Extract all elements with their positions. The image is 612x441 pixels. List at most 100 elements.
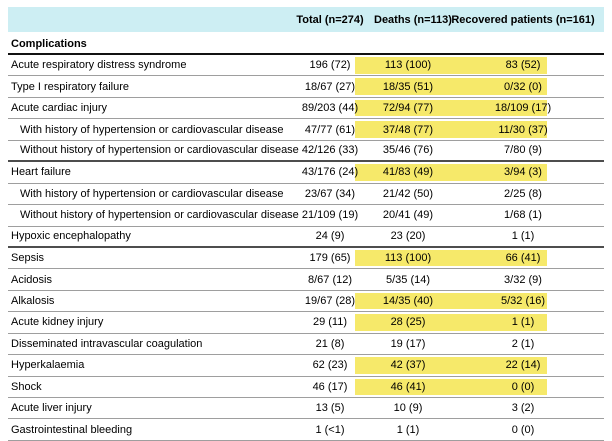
cell-recovered: 3 (2) (511, 402, 535, 415)
table-row: Acute cardiac injury 89/203 (44) 72/94 (… (8, 98, 604, 120)
cell-deaths: 72/94 (77) (382, 102, 434, 115)
cell-total: 179 (65) (309, 252, 351, 265)
cell-deaths: 28 (25) (390, 316, 426, 329)
cell-deaths: 21/42 (50) (382, 187, 434, 200)
row-label: Type I respiratory failure (11, 80, 129, 93)
table-body: Acute respiratory distress syndrome 196 … (8, 55, 604, 441)
row-label: Without history of hypertension or cardi… (20, 144, 299, 157)
table-row: Acute liver injury 13 (5) 10 (9) 3 (2) (8, 398, 604, 420)
row-label: Hyperkalaemia (11, 359, 85, 372)
cell-recovered: 1/68 (1) (504, 209, 542, 222)
cell-total: 23/67 (34) (304, 187, 356, 200)
highlight-band (355, 57, 547, 74)
cell-deaths: 5/35 (14) (385, 273, 431, 286)
highlight-band (355, 121, 547, 138)
row-label: Acute kidney injury (11, 316, 104, 329)
table-row: Acidosis 8/67 (12) 5/35 (14) 3/32 (9) (8, 269, 604, 291)
cell-recovered: 18/109 (17) (494, 102, 552, 115)
cell-total: 21/109 (19) (301, 209, 359, 222)
cell-deaths: 35/46 (76) (382, 144, 434, 157)
row-label: Acute respiratory distress syndrome (11, 59, 187, 72)
highlight-band (355, 78, 547, 95)
row-label: Acute liver injury (11, 402, 92, 415)
table-row: Heart failure 43/176 (24) 41/83 (49) 3/9… (8, 162, 604, 184)
cell-total: 19/67 (28) (304, 295, 356, 308)
table-row: With history of hypertension or cardiova… (8, 184, 604, 206)
cell-recovered: 11/30 (37) (498, 123, 548, 136)
table-row: Gastrointestinal bleeding 1 (<1) 1 (1) 0… (8, 419, 604, 441)
table-row: Alkalosis 19/67 (28) 14/35 (40) 5/32 (16… (8, 291, 604, 313)
cell-total: 13 (5) (315, 402, 345, 415)
cell-total: 89/203 (44) (301, 102, 359, 115)
cell-deaths: 1 (1) (396, 423, 420, 436)
cell-deaths: 19 (17) (390, 337, 426, 350)
header-recovered: Recovered patients (n=161) (451, 13, 595, 26)
cell-recovered: 0 (0) (511, 380, 535, 393)
cell-recovered: 7/80 (9) (504, 144, 542, 157)
table-row: Type I respiratory failure 18/67 (27) 18… (8, 76, 604, 98)
cell-deaths: 10 (9) (393, 402, 423, 415)
cell-recovered: 3/32 (9) (504, 273, 542, 286)
cell-deaths: 42 (37) (390, 359, 426, 372)
highlight-band (355, 292, 547, 310)
cell-recovered: 22 (14) (505, 359, 541, 372)
cell-total: 47/77 (61) (304, 123, 356, 136)
header-total: Total (n=274) (296, 13, 364, 26)
cell-deaths: 46 (41) (390, 380, 426, 393)
cell-recovered: 5/32 (16) (500, 295, 546, 308)
row-label: Disseminated intravascular coagulation (11, 337, 203, 350)
table-row: Without history of hypertension or cardi… (8, 141, 604, 163)
cell-deaths: 113 (100) (384, 252, 432, 265)
highlight-band (355, 314, 547, 331)
highlight-band (355, 357, 547, 374)
row-label: Acute cardiac injury (11, 102, 107, 115)
table-row: Shock 46 (17) 46 (41) 0 (0) (8, 377, 604, 398)
cell-deaths: 23 (20) (390, 230, 426, 243)
table-row: Acute kidney injury 29 (11) 28 (25) 1 (1… (8, 312, 604, 334)
cell-recovered: 0/32 (0) (504, 80, 542, 93)
cell-total: 62 (23) (312, 359, 348, 372)
cell-recovered: 3/94 (3) (504, 166, 542, 179)
table-row: Acute respiratory distress syndrome 196 … (8, 55, 604, 77)
complications-table: Total (n=274) Deaths (n=113) Recovered p… (8, 7, 604, 441)
cell-deaths: 14/35 (40) (382, 295, 434, 308)
row-label: Heart failure (11, 166, 71, 179)
cell-deaths: 18/35 (51) (382, 80, 434, 93)
highlight-band (355, 99, 547, 117)
cell-total: 196 (72) (309, 59, 351, 72)
table-row: Hypoxic encephalopathy 24 (9) 23 (20) 1 … (8, 227, 604, 248)
table-row: Disseminated intravascular coagulation 2… (8, 334, 604, 356)
cell-recovered: 2 (1) (511, 337, 535, 350)
cell-total: 46 (17) (312, 380, 348, 393)
row-label: Gastrointestinal bleeding (11, 423, 133, 436)
section-title-complications: Complications (8, 32, 604, 55)
row-label: Hypoxic encephalopathy (11, 230, 131, 243)
cell-total: 29 (11) (312, 316, 348, 329)
table-row: Without history of hypertension or cardi… (8, 205, 604, 227)
cell-recovered: 1 (1) (511, 316, 535, 329)
table-row: Sepsis 179 (65) 113 (100) 66 (41) (8, 248, 604, 270)
cell-recovered: 0 (0) (511, 423, 535, 436)
row-label: Without history of hypertension or cardi… (20, 209, 299, 222)
cell-total: 42/126 (33) (301, 144, 359, 157)
cell-deaths: 37/48 (77) (382, 123, 434, 136)
cell-deaths: 41/83 (49) (382, 166, 434, 179)
cell-deaths: 113 (100) (384, 59, 432, 72)
row-label: Acidosis (11, 273, 52, 286)
row-label: With history of hypertension or cardiova… (20, 123, 284, 136)
highlight-band (355, 249, 547, 267)
cell-total: 21 (8) (315, 337, 345, 350)
cell-deaths: 20/41 (49) (382, 209, 434, 222)
cell-total: 43/176 (24) (301, 166, 359, 179)
row-label: Alkalosis (11, 295, 55, 308)
cell-total: 18/67 (27) (304, 80, 356, 93)
table-header-row: Total (n=274) Deaths (n=113) Recovered p… (8, 7, 604, 32)
cell-recovered: 83 (52) (505, 59, 541, 72)
cell-total: 8/67 (12) (307, 273, 353, 286)
cell-recovered: 66 (41) (505, 252, 541, 265)
cell-recovered: 2/25 (8) (504, 187, 542, 200)
row-label: Sepsis (11, 252, 45, 265)
table-row: Hyperkalaemia 62 (23) 42 (37) 22 (14) (8, 355, 604, 377)
row-label: With history of hypertension or cardiova… (20, 187, 284, 200)
